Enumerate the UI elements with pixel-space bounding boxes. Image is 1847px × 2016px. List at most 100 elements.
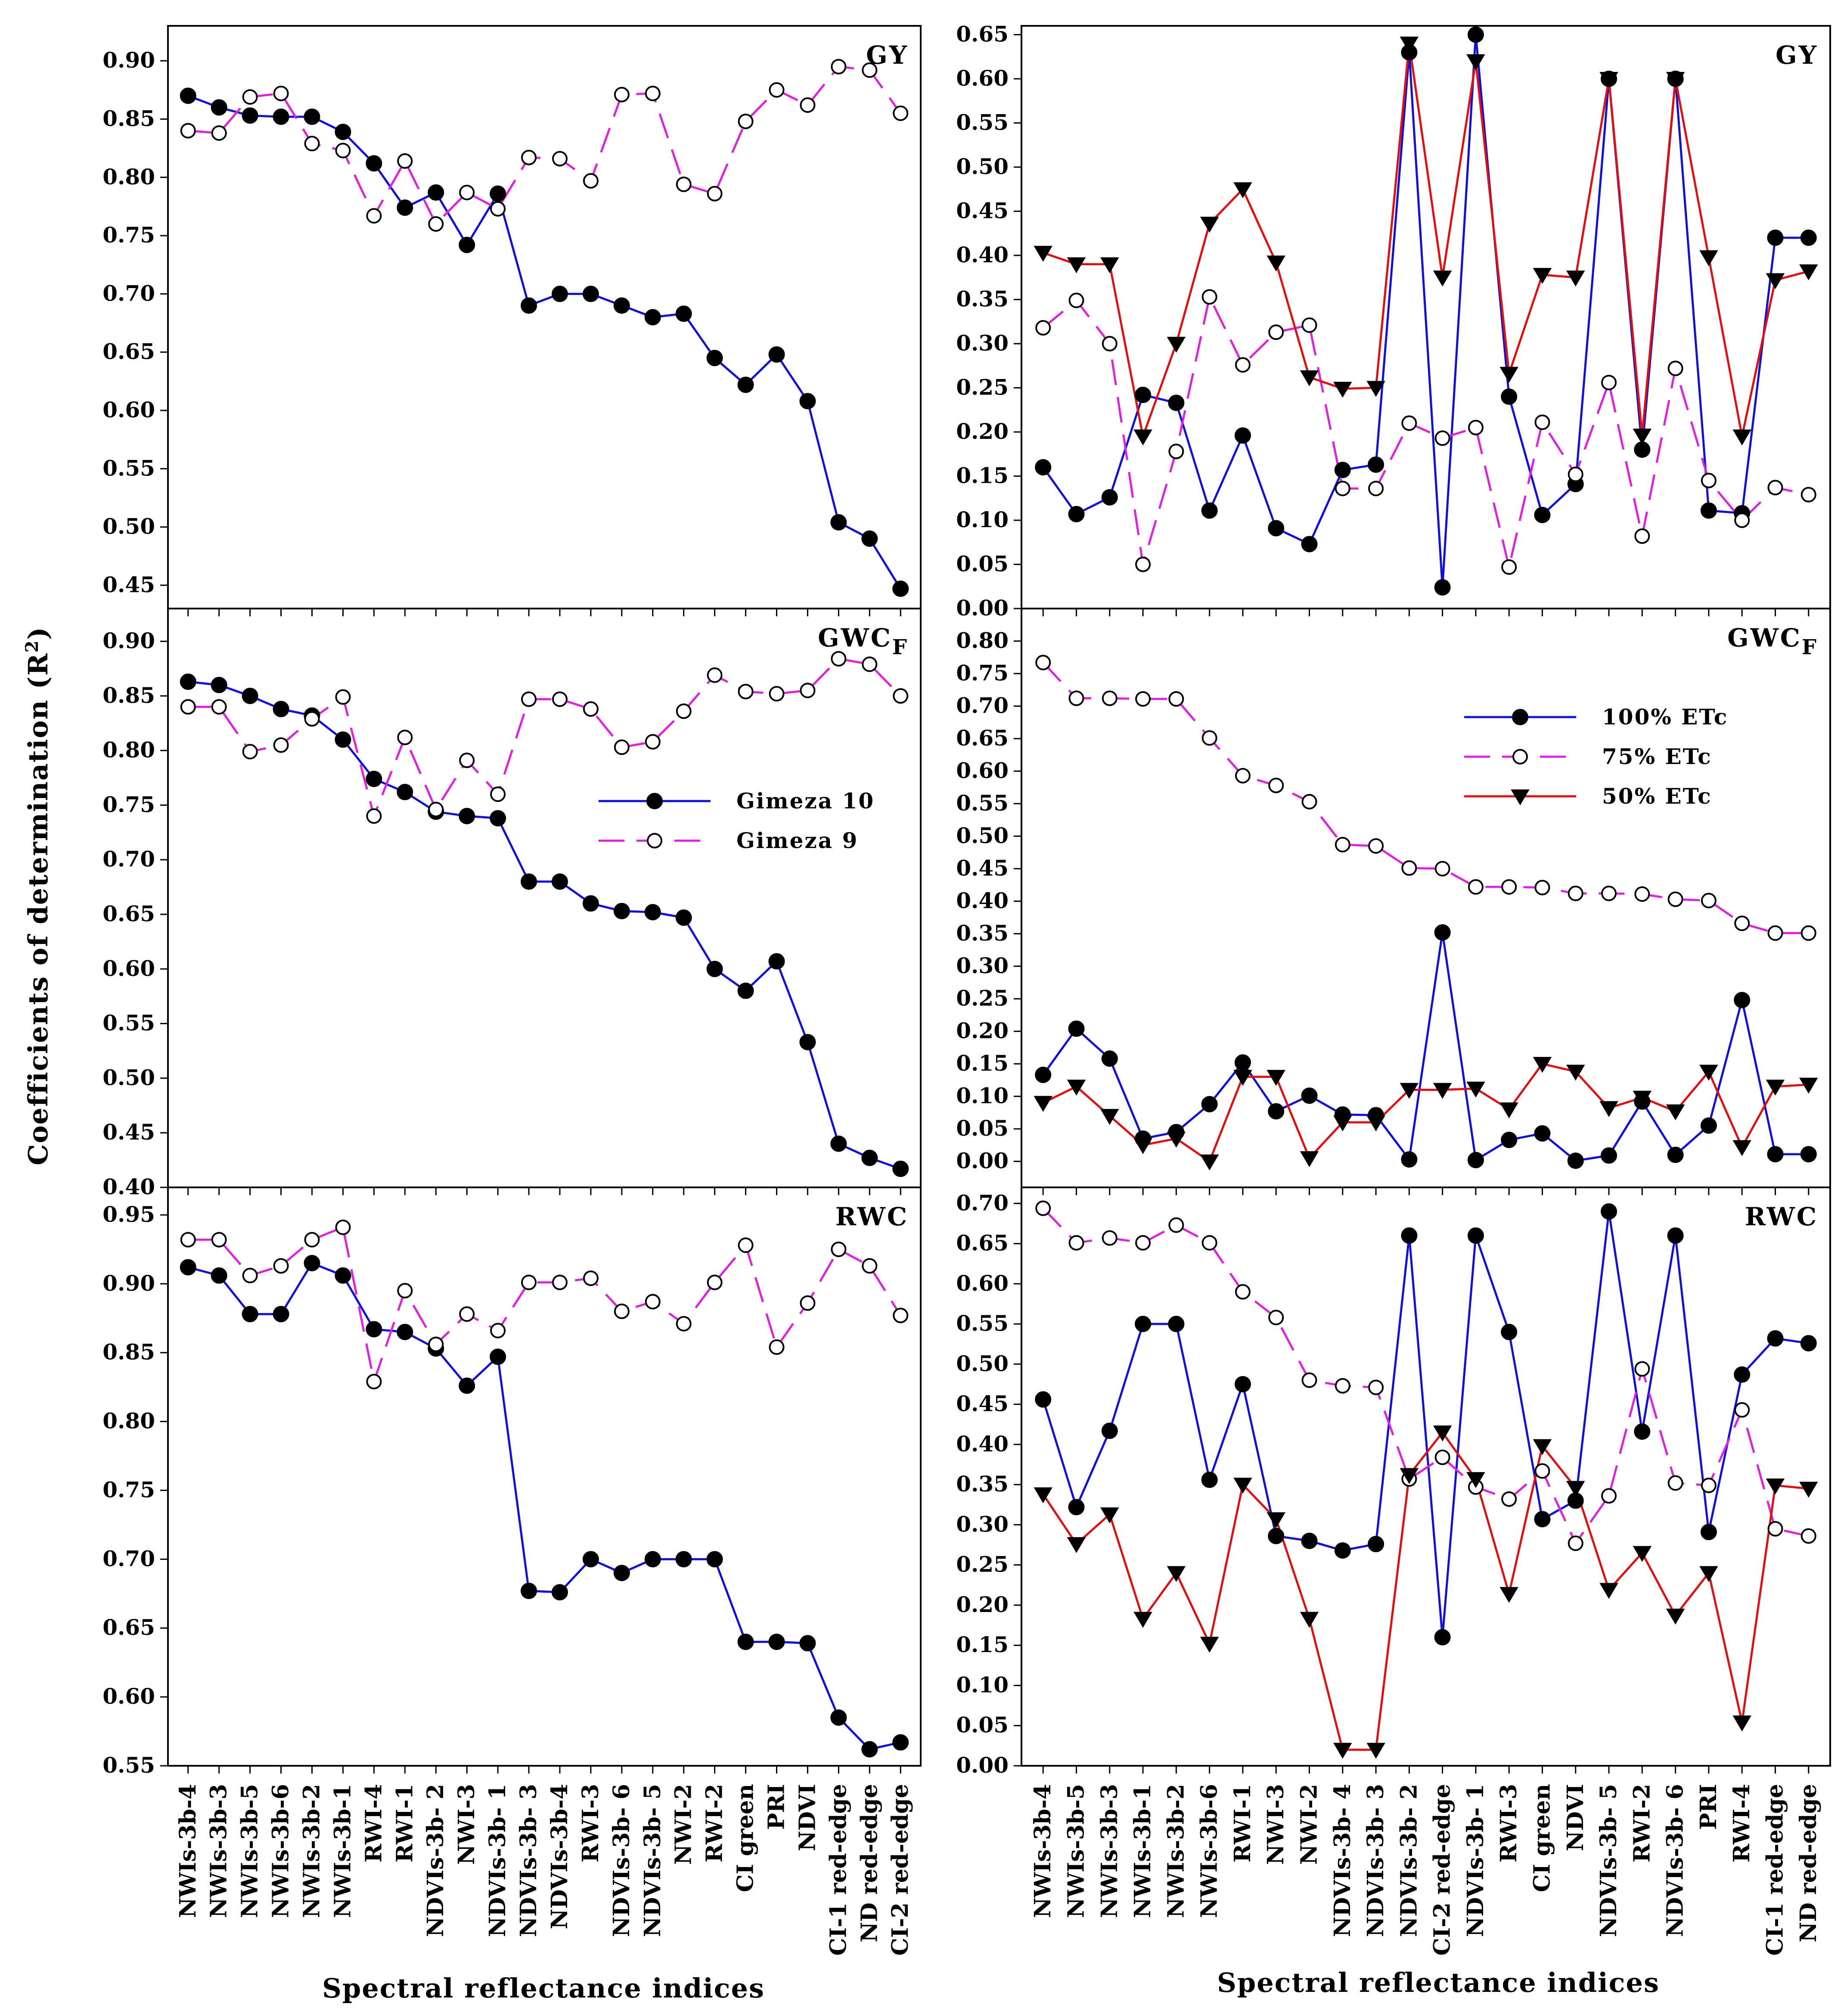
y-tick-label: 0.70 <box>956 1190 1009 1215</box>
y-tick-label: 0.90 <box>102 47 155 73</box>
data-point <box>768 1634 785 1650</box>
legend-label: Gimeza 10 <box>736 788 875 814</box>
data-point <box>304 109 320 125</box>
y-tick-label: 0.45 <box>102 572 155 597</box>
y-tick-label: 0.25 <box>956 1552 1009 1577</box>
data-point <box>1067 257 1086 273</box>
data-point <box>1466 1081 1485 1098</box>
y-tick-label: 0.25 <box>956 375 1009 400</box>
data-point <box>1133 1138 1152 1154</box>
data-point <box>1101 1423 1118 1439</box>
data-point <box>800 97 816 113</box>
data-point <box>1534 879 1550 895</box>
x-tick-label: NWIs-3b-3 <box>1096 1784 1123 1918</box>
x-tick-label: CI-2 red-edge <box>1429 1784 1456 1956</box>
data-point <box>1267 1512 1285 1528</box>
data-point <box>1666 1104 1685 1121</box>
data-point <box>1434 861 1450 877</box>
data-point <box>551 286 568 302</box>
x-tick-label: NWIs-3b-4 <box>1030 1784 1056 1918</box>
y-tick-label: 0.55 <box>102 1010 155 1036</box>
data-point <box>1601 1203 1617 1220</box>
data-point <box>1167 337 1186 353</box>
data-point <box>582 895 599 912</box>
y-tick-label: 0.15 <box>956 1632 1009 1657</box>
y-tick-label: 0.20 <box>956 1018 1009 1044</box>
data-point <box>1534 506 1551 523</box>
data-point <box>706 960 723 977</box>
data-point <box>1467 1152 1484 1168</box>
data-point <box>1568 885 1583 901</box>
x-tick-label: ND red-edge <box>856 1784 882 1942</box>
data-point <box>1568 1535 1583 1551</box>
data-point <box>1035 1391 1052 1408</box>
data-point <box>613 297 630 314</box>
data-point <box>1034 245 1052 262</box>
data-point <box>1667 1227 1684 1244</box>
data-point <box>830 1135 847 1152</box>
data-point <box>831 651 847 667</box>
data-point <box>1035 1066 1052 1083</box>
y-tick-label: 0.60 <box>102 956 155 981</box>
data-point <box>676 177 692 193</box>
data-point <box>1268 520 1285 537</box>
y-tick-label: 0.85 <box>102 1339 155 1365</box>
data-point <box>490 201 506 217</box>
x-tick-label: NDVIs-3b- 3 <box>515 1784 542 1937</box>
data-point <box>1766 273 1785 289</box>
data-point <box>335 731 351 748</box>
data-point <box>1767 480 1783 496</box>
data-point <box>1034 1487 1052 1503</box>
data-point <box>1601 1488 1617 1504</box>
y-tick-label: 0.75 <box>102 1477 155 1502</box>
data-point <box>800 1295 816 1311</box>
data-point <box>1433 1425 1452 1441</box>
data-point <box>1068 292 1084 308</box>
chart-right_rwc: 0.00 0.05 0.10 0.15 0.20 0.25 0.30 0.35 0.40 0.45… <box>956 1187 1831 1956</box>
x-tick-label: NDVI <box>1562 1784 1589 1851</box>
y-tick-label: 0.80 <box>956 628 1009 653</box>
data-point <box>768 346 785 363</box>
data-point <box>1701 472 1717 488</box>
data-point <box>1634 1361 1650 1377</box>
y-tick-label: 0.15 <box>956 463 1009 488</box>
x-tick-label: NWI-2 <box>671 1784 697 1865</box>
data-point <box>1300 1612 1319 1628</box>
data-point <box>552 151 568 167</box>
data-point <box>862 656 878 672</box>
x-tick-label: NWIs-3b-2 <box>1163 1784 1189 1918</box>
data-point <box>211 1232 227 1248</box>
data-point <box>1234 1376 1251 1392</box>
y-tick-label: 0.50 <box>956 154 1009 179</box>
data-point <box>521 691 537 707</box>
data-point <box>675 305 692 322</box>
data-point <box>551 1584 568 1601</box>
data-point <box>1534 1125 1551 1142</box>
data-point <box>892 1160 909 1177</box>
data-point <box>1068 506 1085 522</box>
data-point <box>1401 415 1417 431</box>
data-point <box>1335 1378 1350 1394</box>
data-point <box>273 1306 289 1323</box>
y-tick-label: 0.75 <box>102 222 155 248</box>
data-point <box>1434 579 1451 596</box>
y-tick-label: 0.40 <box>956 242 1009 267</box>
y-tick-label: 0.55 <box>956 110 1009 135</box>
data-point <box>737 1634 754 1650</box>
series-line <box>187 95 902 590</box>
data-point <box>1601 1147 1617 1164</box>
x-tick-label: NDVIs-3b- 1 <box>484 1784 511 1937</box>
y-tick-label: 0.60 <box>956 1270 1009 1296</box>
data-point <box>1601 885 1617 901</box>
x-tick-label: RWI-4 <box>360 1784 387 1863</box>
data-point <box>1534 414 1550 430</box>
x-tick-label: ND red-edge <box>1795 1784 1822 1942</box>
series-line <box>1042 1210 1809 1639</box>
data-point <box>273 701 289 718</box>
data-point <box>583 1270 599 1286</box>
x-tick-label: RWI-4 <box>1729 1784 1755 1863</box>
data-point <box>1201 730 1217 746</box>
data-point <box>1800 1146 1817 1162</box>
data-point <box>1633 429 1652 445</box>
data-point <box>459 236 475 253</box>
